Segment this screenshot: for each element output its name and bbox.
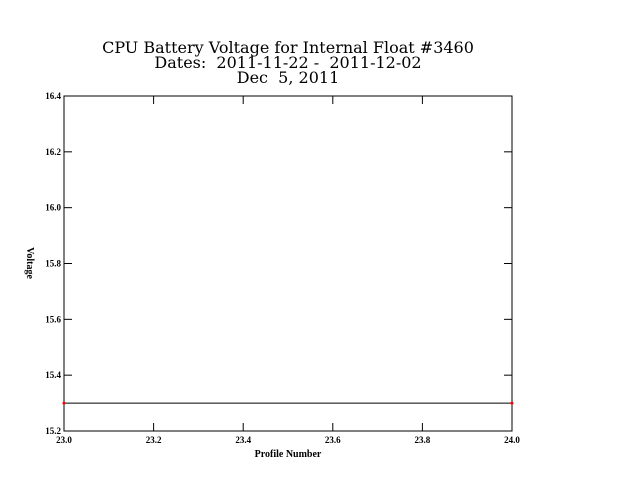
- x-tick-label: 24.0: [504, 435, 520, 445]
- data-point: [62, 401, 66, 405]
- chart-subtitle: Dates: 2011-11-22 - 2011-12-02: [154, 53, 421, 72]
- y-tick-label: 16.4: [45, 91, 61, 101]
- y-tick-label: 15.6: [45, 314, 61, 324]
- x-tick-label: 23.2: [146, 435, 162, 445]
- y-tick-label: 15.4: [45, 370, 61, 380]
- chart-date: Dec 5, 2011: [237, 68, 340, 87]
- x-axis-label: Profile Number: [255, 449, 322, 460]
- y-tick-label: 15.2: [45, 426, 61, 436]
- x-tick-label: 23.4: [235, 435, 251, 445]
- x-tick-label: 23.8: [415, 435, 431, 445]
- y-tick-label: 16.0: [45, 203, 61, 213]
- x-tick-label: 23.6: [325, 435, 341, 445]
- chart-title: CPU Battery Voltage for Internal Float #…: [102, 38, 474, 57]
- x-tick-label: 23.0: [56, 435, 72, 445]
- y-axis-label: Voltage: [24, 247, 35, 279]
- y-tick-label: 15.8: [45, 259, 61, 269]
- data-point: [510, 401, 514, 405]
- y-tick-label: 16.2: [45, 147, 61, 157]
